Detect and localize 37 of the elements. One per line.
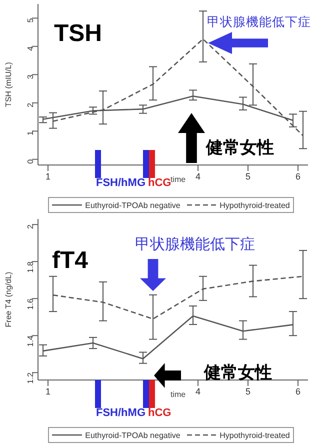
y-tick-label: 1.2	[26, 372, 35, 384]
y-tick-label: 5	[26, 18, 35, 23]
y-axis-title: Free T4 (ng/dL)	[4, 271, 13, 328]
y-tick-label: 1.6	[26, 298, 35, 310]
text: fT4	[52, 247, 88, 274]
x-tick-label: 5	[245, 386, 251, 396]
x-tick-label: 4	[195, 171, 201, 182]
text: FSH/hMG	[96, 407, 146, 419]
text: hCG	[148, 177, 172, 189]
x-tick-label: 1	[45, 386, 51, 396]
legend-label: Euthyroid-TPOAb negative	[84, 200, 180, 210]
x-axis-title: time	[170, 390, 186, 399]
y-axis-title: TSH (mIU/L)	[4, 62, 13, 107]
y-tick-label: 2	[26, 102, 35, 108]
y-tick-label: 1	[26, 130, 35, 136]
x-tick-label: 1	[45, 171, 51, 182]
text: TSH	[54, 20, 102, 47]
annotation: 甲状腺機能低下症	[207, 14, 311, 29]
x-tick-label: 6	[295, 386, 301, 396]
annotation: 甲状腺機能低下症	[135, 235, 255, 253]
x-tick-label: 6	[295, 171, 301, 182]
y-tick-label: 0	[26, 158, 35, 164]
y-tick-label: 4	[26, 46, 35, 51]
legend-label: Hypothyroid-treated	[218, 200, 290, 210]
y-tick-label: 1.8	[26, 261, 35, 273]
y-tick-label: 2	[26, 224, 35, 230]
y-tick-label: 3	[26, 74, 35, 80]
x-tick-label: 5	[245, 171, 251, 182]
y-tick-label: 1.4	[26, 335, 35, 347]
x-tick-label: 4	[195, 386, 201, 396]
legend-label: Euthyroid-TPOAb negative	[84, 430, 180, 440]
annotation: 健常女性	[204, 363, 272, 383]
legend-label: Hypothyroid-treated	[218, 430, 290, 440]
text: hCG	[148, 407, 172, 419]
x-axis-title: time	[170, 175, 186, 184]
text: FSH/hMG	[96, 177, 146, 189]
annotation: 健常女性	[206, 138, 274, 158]
